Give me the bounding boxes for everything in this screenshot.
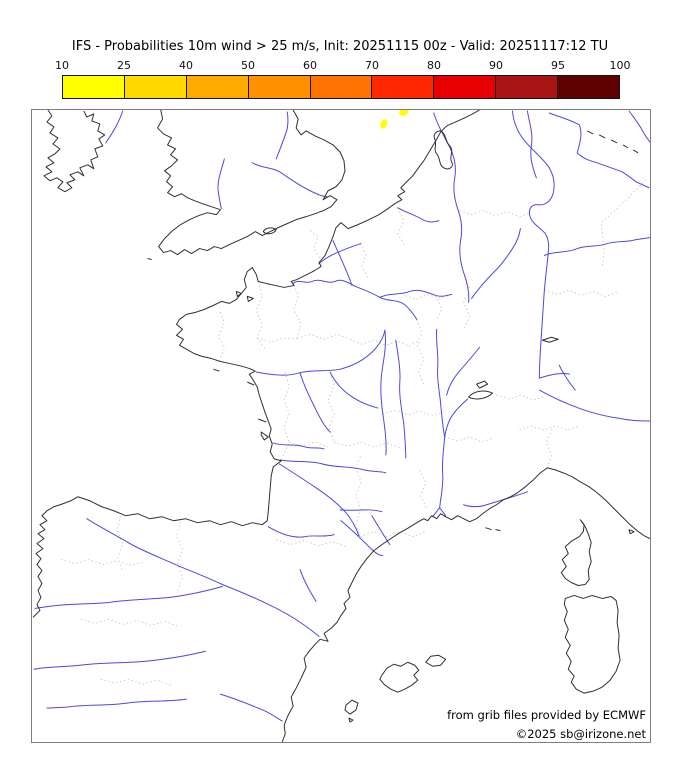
rivers-layer (33, 110, 650, 722)
colorbar-segment-40-50 (185, 76, 248, 98)
colorbar-segment-60-70 (309, 76, 372, 98)
river-rhine (511, 110, 570, 379)
colorbar-tick-50: 50 (241, 59, 255, 72)
colorbar-segment-90-95 (495, 76, 558, 98)
colorbar-tick-70: 70 (365, 59, 379, 72)
river-adour (267, 526, 335, 538)
probability-spot-10-25 (398, 110, 409, 116)
colorbar-tick-100: 100 (609, 59, 631, 72)
small-islands (147, 130, 639, 535)
mallorca (379, 661, 420, 693)
colorbar-tick-25: 25 (117, 59, 131, 72)
river-main (543, 237, 650, 257)
river-durance (463, 491, 528, 508)
river-severn (217, 158, 225, 210)
river-tagus (33, 650, 206, 670)
isle-of-wight (262, 227, 277, 235)
colorbar-tick-labels: 10 25 40 50 60 70 80 90 95 100 (0, 59, 680, 73)
river-meuse (433, 112, 470, 303)
coastlines-layer (32, 110, 650, 742)
attribution-copyright: ©2025 sb@irizone.net (515, 727, 646, 741)
river-duero (34, 585, 223, 609)
map-svg (32, 110, 650, 742)
river-rhone (432, 398, 469, 518)
colorbar-tick-90: 90 (489, 59, 503, 72)
lake-constance (541, 336, 559, 343)
river-doubs (446, 346, 481, 396)
river-segre (299, 569, 317, 602)
river-ireland (105, 110, 124, 144)
river-loire-upper (380, 329, 387, 456)
river-scheldt (397, 207, 440, 223)
ireland-coast (43, 110, 106, 193)
lake-geneva (468, 390, 494, 400)
colorbar-segment-70-80 (371, 76, 434, 98)
river-ems (526, 110, 537, 179)
river-charente (272, 442, 325, 450)
colorbar-tick-60: 60 (303, 59, 317, 72)
probability-spots-layer (380, 110, 409, 129)
river-somme (318, 243, 362, 265)
ijsselmeer-lake (433, 130, 453, 170)
mediterranean-coast (281, 467, 650, 742)
river-allier (395, 339, 407, 459)
river-loire (255, 329, 386, 376)
river-moselle (471, 228, 521, 299)
page-title: IFS - Probabilities 10m wind > 25 m/s, I… (71, 39, 609, 54)
colorbar-tick-80: 80 (427, 59, 441, 72)
river-aude (340, 520, 384, 557)
colorbar-segment-80-90 (433, 76, 496, 98)
river-saone (435, 328, 446, 438)
river-po (538, 389, 650, 422)
river-marne (379, 289, 453, 298)
river-trent (275, 111, 289, 160)
great-britain-coast (157, 110, 346, 256)
probability-spot-10-25 (380, 119, 388, 129)
sardinia (563, 594, 621, 694)
colorbar-tick-10: 10 (55, 59, 69, 72)
ibiza (344, 699, 359, 723)
river-guadiana (46, 698, 187, 709)
colorbar-tick-40: 40 (179, 59, 193, 72)
river-garonne (278, 463, 360, 537)
colorbar-segment-25-40 (123, 76, 186, 98)
menorca (425, 654, 447, 667)
river-seine (292, 279, 418, 320)
colorbar-segment-95-100 (557, 76, 620, 98)
river-ebro (86, 518, 320, 637)
river-elbe (628, 110, 650, 143)
attribution-ecmwf: from grib files provided by ECMWF (447, 708, 646, 722)
river-dordogne (279, 459, 387, 474)
river-vienne (299, 372, 331, 433)
river-ticino (558, 364, 576, 391)
river-herault (371, 515, 391, 546)
river-jucar (219, 693, 283, 722)
colorbar-segment-10-25 (63, 76, 124, 98)
map-frame: from grib files provided by ECMWF ©2025 … (31, 109, 651, 743)
admin-boundaries-layer (60, 179, 647, 686)
river-oise (332, 240, 353, 286)
river-thames (251, 162, 328, 198)
colorbar-tick-95: 95 (551, 59, 565, 72)
river-cher (329, 371, 379, 409)
colorbar-segment-50-60 (247, 76, 310, 98)
river-weser (548, 112, 650, 189)
river-tarn (339, 509, 383, 513)
continental-atlantic-coast (32, 110, 480, 618)
corsica (560, 519, 592, 586)
colorbar (62, 75, 620, 99)
lake-neuchatel (476, 380, 489, 389)
